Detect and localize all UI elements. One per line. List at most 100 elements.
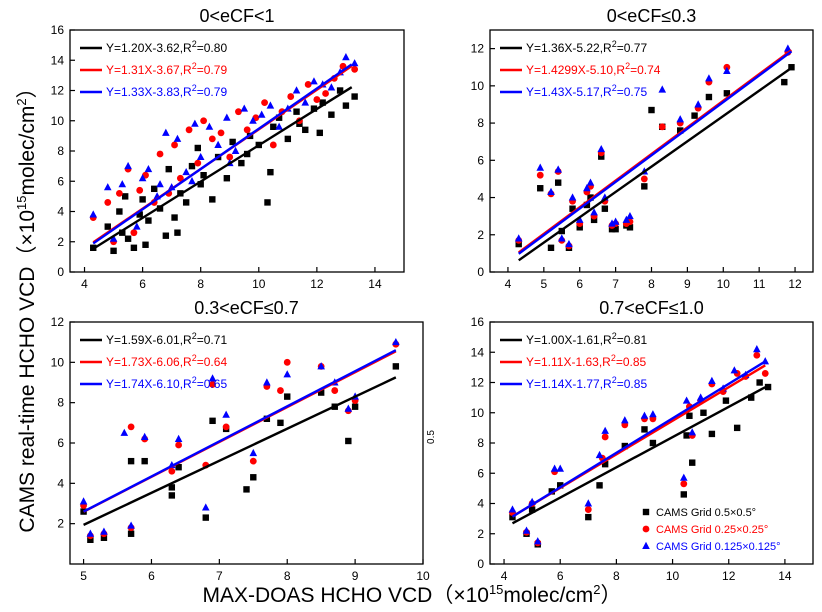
data-point xyxy=(680,473,688,481)
data-point xyxy=(217,129,225,137)
data-point xyxy=(784,44,792,52)
y-tick-label: 12 xyxy=(51,84,65,98)
data-point xyxy=(723,90,731,97)
data-point xyxy=(723,66,731,74)
data-point xyxy=(565,239,573,248)
fit-lines: Y=1.00X-1.61,R2=0.81 Y=1.11X-1.63,R2=0.85… xyxy=(500,331,766,525)
data-point xyxy=(550,464,559,472)
data-point xyxy=(136,186,144,194)
data-point xyxy=(677,127,684,134)
data-point xyxy=(342,53,350,61)
fit-equation: Y=1.14X-1.77,R2=0.85 xyxy=(526,375,647,391)
data-point xyxy=(284,393,291,400)
legend-marker-triangle xyxy=(642,541,650,549)
fit-line xyxy=(518,66,793,262)
data-point xyxy=(327,83,336,91)
data-point xyxy=(238,159,245,167)
data-point xyxy=(191,119,199,127)
data-point xyxy=(608,219,616,227)
x-axis-title-end: ） xyxy=(601,584,622,607)
data-point xyxy=(229,138,236,146)
data-point xyxy=(601,460,609,468)
data-point xyxy=(522,526,531,534)
legend-label: CAMS Grid 0.125×0.125° xyxy=(656,541,781,553)
data-point xyxy=(292,86,301,94)
data-point xyxy=(658,85,667,93)
data-point xyxy=(250,474,257,481)
data-point xyxy=(209,196,216,203)
data-point xyxy=(626,224,634,231)
data-point xyxy=(194,159,202,167)
x-tick-label: 6 xyxy=(557,569,564,583)
x-tick-label: 10 xyxy=(252,277,266,291)
x-tick-label: 8 xyxy=(284,569,291,583)
x-tick-label: 8 xyxy=(197,277,204,291)
data-point xyxy=(680,491,687,498)
data-point xyxy=(156,205,164,212)
y-tick-label: 0 xyxy=(477,557,484,571)
legend-label: CAMS Grid 0.5×0.5° xyxy=(656,507,756,519)
data-point xyxy=(124,161,132,170)
data-point xyxy=(351,93,358,100)
data-point xyxy=(641,183,648,190)
data-point xyxy=(209,417,216,425)
data-point xyxy=(175,464,182,471)
data-point xyxy=(140,432,149,440)
x-tick-label: 5 xyxy=(80,569,87,583)
data-point xyxy=(182,199,190,206)
x-tick-label: 14 xyxy=(778,569,792,583)
data-point xyxy=(275,114,283,121)
x-tick-label: 4 xyxy=(505,277,512,291)
data-point xyxy=(621,442,629,450)
y-axis-title-main: CAMS real-time HCHO VCD（×10 xyxy=(16,210,39,533)
x-tick-label: 10 xyxy=(666,569,680,583)
series-square xyxy=(80,363,400,543)
data-point xyxy=(585,513,592,521)
data-point xyxy=(116,208,123,215)
data-point xyxy=(197,181,204,188)
y-tick-label: 14 xyxy=(471,345,485,359)
data-point xyxy=(649,439,657,447)
series-circle xyxy=(515,48,792,250)
data-point xyxy=(640,411,649,419)
x-tick-label: 7 xyxy=(612,277,619,291)
y-tick-label: 10 xyxy=(471,79,485,93)
data-point xyxy=(584,499,593,507)
data-point xyxy=(351,403,359,410)
data-point xyxy=(240,104,249,112)
panel-title: 0.3<eCF≤0.7 xyxy=(194,298,298,318)
data-point xyxy=(202,514,209,521)
data-point xyxy=(753,345,761,353)
data-point xyxy=(249,457,257,465)
data-point xyxy=(622,215,631,223)
data-point xyxy=(536,163,545,171)
chart-panel-1: 0<eCF<1 4 6 8 10 12 14 0 2 4 6 8 10 12 14 16 Y=1.20X-3.6… xyxy=(51,6,405,291)
x-tick-label: 8 xyxy=(613,569,620,583)
y-tick-label: 6 xyxy=(477,466,484,480)
data-point xyxy=(127,423,135,431)
data-point xyxy=(200,172,207,179)
data-point xyxy=(185,126,193,134)
data-point xyxy=(753,351,761,359)
marker-legend: CAMS Grid 0.5×0.5° CAMS Grid 0.25×0.25° CA… xyxy=(642,507,781,553)
fit-line xyxy=(83,376,397,526)
y-axis-title-end: ） xyxy=(16,77,39,98)
y-tick-label: 8 xyxy=(477,116,484,130)
data-point xyxy=(156,180,164,188)
data-point xyxy=(515,240,522,248)
fit-equation: Y=1.36X-5.22,R2=0.77 xyxy=(526,39,647,55)
data-point xyxy=(165,165,172,173)
data-point xyxy=(243,126,251,134)
data-point xyxy=(640,175,648,183)
data-point xyxy=(584,506,592,513)
data-point xyxy=(104,199,112,206)
y-tick-label: 16 xyxy=(51,23,65,37)
data-point xyxy=(586,178,595,186)
data-point xyxy=(301,98,310,106)
data-point xyxy=(676,115,685,123)
data-point xyxy=(587,194,594,201)
data-point xyxy=(144,164,153,173)
data-point xyxy=(557,234,566,242)
data-points xyxy=(514,44,795,251)
data-points xyxy=(508,345,772,548)
